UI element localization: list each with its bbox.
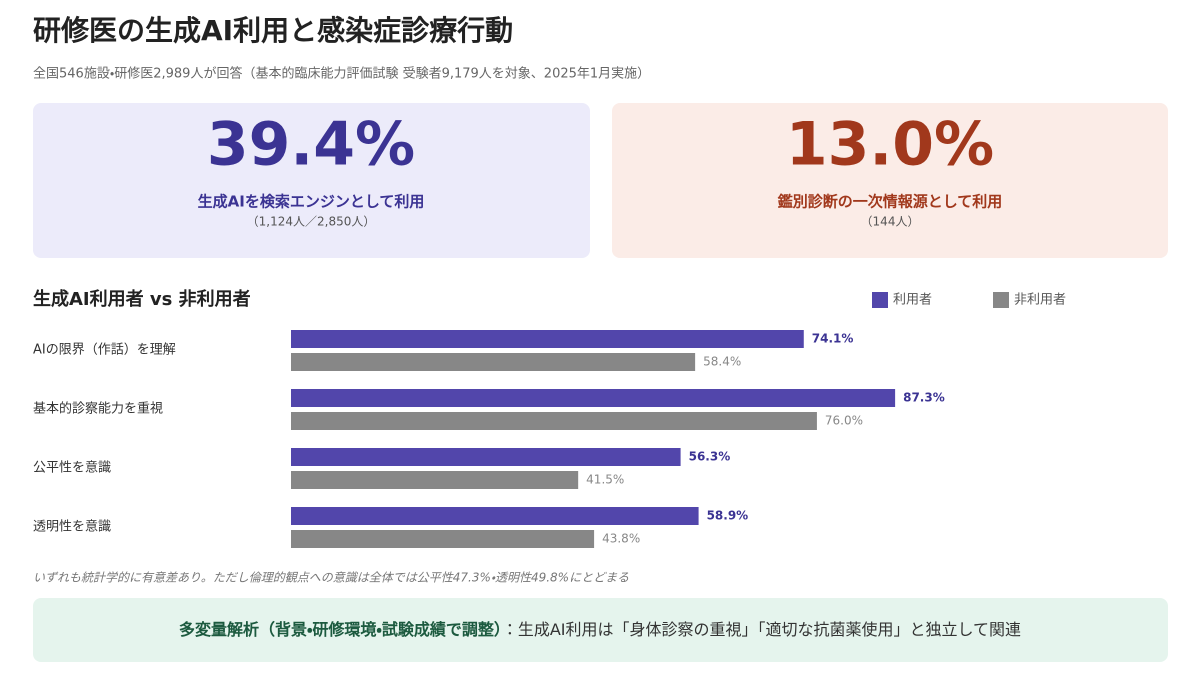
- kpi-card: [612, 103, 1168, 258]
- value-label: 58.9%: [707, 509, 749, 523]
- bar: [291, 353, 696, 371]
- kpi-label: 鑑別診断の一次情報源として利用: [777, 193, 1003, 211]
- bar: [291, 507, 699, 525]
- category-label: AIの限界（作話）を理解: [33, 343, 176, 358]
- legend-label: 非利用者: [1014, 293, 1066, 308]
- bar: [291, 389, 896, 407]
- bar: [291, 471, 579, 489]
- category-label: 透明性を意識: [33, 520, 111, 535]
- kpi-label: 生成AIを検索エンジンとして利用: [198, 193, 425, 211]
- kpi-value: 39.4%: [207, 110, 415, 180]
- kpi-detail: （144人）: [861, 215, 920, 229]
- value-label: 56.3%: [689, 450, 731, 464]
- bar-chart: 利用者 非利用者 AIの限界（作話）を理解 74.1% 58.4% 基本的診察能力を重視 8…: [33, 292, 1066, 548]
- subtitle: 全国546施設・研修医2,989人が回答（基本的臨床能力評価試験 受験者9,17…: [33, 66, 650, 82]
- value-label: 58.4%: [703, 355, 741, 369]
- conclusion-text: ：生成AI利用は「身体診察の重視」「適切な抗菌薬使用」と独立して関連: [502, 620, 1021, 639]
- footnote: いずれも統計学的に有意差あり。ただし倫理的観点への意識は全体では公平性47.3%…: [33, 571, 629, 585]
- conclusion-box: [33, 598, 1168, 662]
- chart-title: 生成AI利用者 vs 非利用者: [33, 288, 251, 310]
- legend-swatch: [872, 292, 888, 308]
- bar: [291, 448, 681, 466]
- kpi-card: [33, 103, 590, 258]
- legend-swatch: [993, 292, 1009, 308]
- category-label: 基本的診察能力を重視: [33, 401, 163, 417]
- conclusion-lead: 多変量解析（背景・研修環境・試験成績で調整）: [179, 620, 502, 639]
- bar: [291, 330, 804, 348]
- category-label: 公平性を意識: [33, 461, 111, 476]
- kpi-value: 13.0%: [786, 110, 994, 180]
- bar: [291, 530, 595, 548]
- value-label: 43.8%: [602, 532, 640, 546]
- legend-label: 利用者: [893, 293, 932, 308]
- kpi-detail: （1,124人／2,850人）: [247, 215, 376, 229]
- value-label: 74.1%: [812, 332, 854, 346]
- bar: [291, 412, 817, 430]
- value-label: 87.3%: [903, 391, 945, 405]
- value-label: 76.0%: [825, 414, 863, 428]
- value-label: 41.5%: [586, 473, 624, 487]
- title: 研修医の生成AI利用と感染症診療行動: [33, 14, 513, 47]
- conclusion: 多変量解析（背景・研修環境・試験成績で調整）：生成AI利用は「身体診察の重視」「…: [179, 620, 1021, 639]
